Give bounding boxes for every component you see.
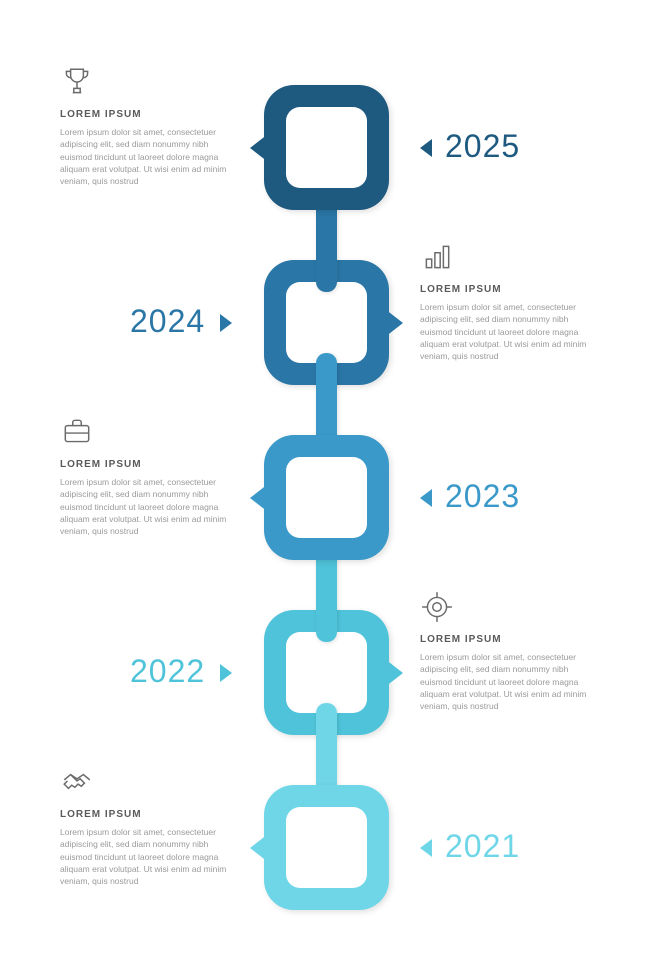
- timeline-year: 2023: [445, 478, 520, 515]
- timeline-year: 2022: [130, 653, 205, 690]
- target-icon: [420, 590, 454, 624]
- entry-title: LOREM IPSUM: [60, 809, 235, 820]
- trophy-icon: [60, 65, 94, 99]
- entry-title: LOREM IPSUM: [420, 284, 595, 295]
- briefcase-icon: [60, 415, 94, 449]
- entry-body: Lorem ipsum dolor sit amet, consectetuer…: [60, 476, 235, 538]
- timeline-entry: LOREM IPSUM Lorem ipsum dolor sit amet, c…: [420, 590, 595, 713]
- timeline-year: 2021: [445, 828, 520, 865]
- year-arrow-icon: [220, 314, 232, 332]
- entry-title: LOREM IPSUM: [420, 634, 595, 645]
- handshake-icon: [60, 765, 94, 799]
- chain-link: [264, 785, 389, 910]
- timeline-entry: LOREM IPSUM Lorem ipsum dolor sit amet, c…: [420, 240, 595, 363]
- timeline-entry: LOREM IPSUM Lorem ipsum dolor sit amet, c…: [60, 65, 235, 188]
- timeline-year: 2024: [130, 303, 205, 340]
- entry-body: Lorem ipsum dolor sit amet, consectetuer…: [420, 301, 595, 363]
- bar-chart-icon: [420, 240, 454, 274]
- year-arrow-icon: [420, 139, 432, 157]
- entry-title: LOREM IPSUM: [60, 459, 235, 470]
- entry-body: Lorem ipsum dolor sit amet, consectetuer…: [420, 651, 595, 713]
- entry-body: Lorem ipsum dolor sit amet, consectetuer…: [60, 126, 235, 188]
- year-arrow-icon: [220, 664, 232, 682]
- timeline-entry: LOREM IPSUM Lorem ipsum dolor sit amet, c…: [60, 415, 235, 538]
- timeline-entry: LOREM IPSUM Lorem ipsum dolor sit amet, c…: [60, 765, 235, 888]
- timeline-year: 2025: [445, 128, 520, 165]
- year-arrow-icon: [420, 839, 432, 857]
- chain-link: [264, 435, 389, 560]
- entry-body: Lorem ipsum dolor sit amet, consectetuer…: [60, 826, 235, 888]
- year-arrow-icon: [420, 489, 432, 507]
- chain-link: [264, 85, 389, 210]
- chain-timeline: 2025 LOREM IPSUM Lorem ipsum dolor sit am…: [0, 0, 653, 980]
- entry-title: LOREM IPSUM: [60, 109, 235, 120]
